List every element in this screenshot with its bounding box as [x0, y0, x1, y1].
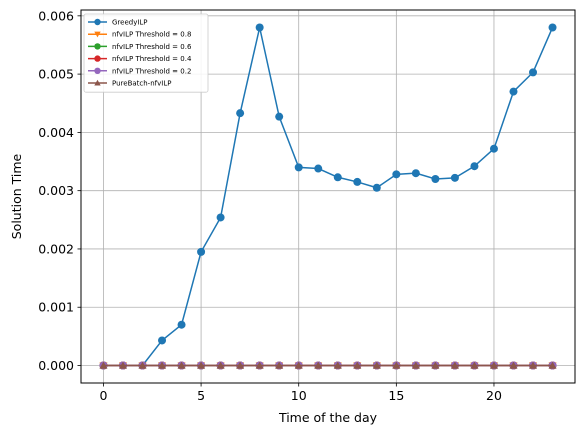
y-tick-label: 0.003: [38, 183, 74, 198]
data-point: [255, 23, 264, 32]
legend-label: nfvILP Threshold = 0.2: [112, 67, 191, 75]
legend-marker: [94, 55, 101, 62]
plot-frame: [80, 9, 576, 384]
y-tick-label: 0.004: [38, 125, 74, 140]
data-point: [255, 361, 264, 369]
legend-marker: [94, 79, 101, 86]
data-point: [177, 361, 186, 369]
data-point: [158, 361, 167, 369]
data-point: [450, 361, 459, 369]
legend-label: nfvILP Threshold = 0.6: [112, 43, 192, 51]
data-point: [197, 361, 206, 369]
data-point: [372, 361, 381, 369]
data-point: [548, 361, 557, 369]
legend-label: GreedyILP: [112, 19, 148, 27]
data-point: [294, 163, 303, 172]
data-point: [470, 162, 479, 171]
legend-marker: [94, 18, 101, 26]
data-point: [275, 361, 284, 369]
data-point: [509, 361, 518, 369]
data-point: [450, 173, 459, 182]
legend-marker: [94, 31, 101, 38]
y-tick-label: 0.002: [38, 241, 74, 256]
data-point: [275, 112, 284, 121]
legend-label: nfvILP Threshold = 0.4: [112, 55, 192, 63]
data-point: [353, 177, 362, 186]
x-axis-label: Time of the day: [278, 410, 378, 425]
legend-marker: [94, 67, 101, 75]
legend-label: PureBatch-nfvILP: [112, 80, 171, 88]
series-line: [103, 27, 554, 367]
legend-label: nfvILP Threshold = 0.8: [112, 31, 191, 39]
data-point: [99, 361, 108, 369]
y-tick-label: 0.001: [38, 300, 74, 315]
data-point: [314, 164, 323, 173]
legend-marker: [94, 43, 101, 50]
data-point: [489, 361, 498, 369]
data-point: [197, 247, 206, 256]
data-point: [314, 361, 323, 369]
legend-box: [83, 13, 209, 93]
data-point: [138, 361, 147, 369]
y-tick-label: 0.005: [38, 67, 74, 82]
data-point: [236, 361, 245, 369]
ticks: 0 5 10 15 20 0.000 0.001 0.002 0.003 0.004 0.005 0.…: [38, 8, 502, 403]
data-point: [548, 23, 557, 32]
data-point: [236, 109, 245, 118]
data-point: [529, 361, 538, 369]
data-point: [353, 361, 362, 369]
data-point: [411, 361, 420, 369]
y-tick-label: 0.000: [38, 358, 74, 373]
data-point: [333, 361, 342, 369]
data-point: [411, 169, 420, 178]
data-point: [333, 173, 342, 182]
y-tick-label: 0.006: [38, 8, 74, 23]
x-tick-label: 10: [291, 388, 307, 403]
data-point: [372, 183, 381, 192]
data-point: [158, 336, 167, 345]
data-point: [294, 361, 303, 369]
data-point: [470, 361, 479, 369]
x-tick-label: 15: [388, 388, 404, 403]
data-point: [529, 68, 538, 77]
data-point: [118, 361, 127, 369]
legend: GreedyILP nfvILP Threshold = 0.8 nfvILP Th…: [83, 13, 209, 93]
x-tick-label: 20: [486, 388, 502, 403]
data-point: [431, 175, 440, 184]
data-point: [489, 144, 498, 153]
x-tick-label: 0: [99, 388, 107, 403]
data-point: [509, 87, 518, 96]
data-point: [216, 361, 225, 369]
y-axis-label: Solution Time: [9, 153, 24, 239]
data-point: [431, 361, 440, 369]
grid: [81, 10, 575, 383]
data-point: [392, 170, 401, 179]
data-point: [392, 361, 401, 369]
x-tick-label: 5: [197, 388, 205, 403]
data-point: [177, 320, 186, 329]
series-5: [99, 361, 557, 369]
data-point: [216, 213, 225, 222]
series-layer: [99, 23, 557, 370]
